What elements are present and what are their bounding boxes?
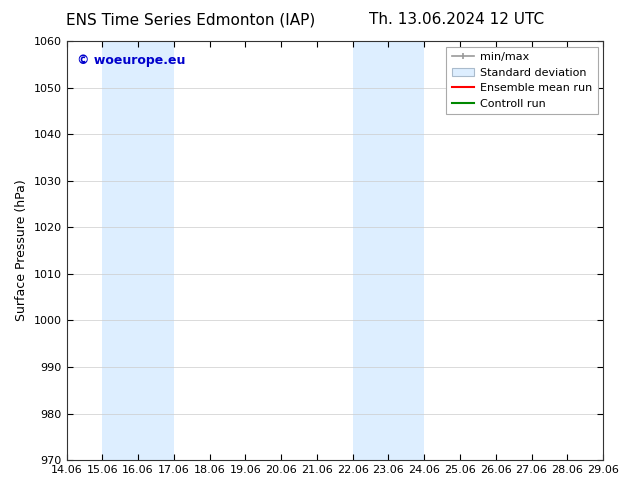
Bar bbox=[603, 41, 634, 460]
Text: © woeurope.eu: © woeurope.eu bbox=[77, 53, 186, 67]
Legend: min/max, Standard deviation, Ensemble mean run, Controll run: min/max, Standard deviation, Ensemble me… bbox=[446, 47, 597, 114]
Bar bbox=[353, 41, 424, 460]
Text: Th. 13.06.2024 12 UTC: Th. 13.06.2024 12 UTC bbox=[369, 12, 544, 27]
Y-axis label: Surface Pressure (hPa): Surface Pressure (hPa) bbox=[15, 180, 28, 321]
Text: ENS Time Series Edmonton (IAP): ENS Time Series Edmonton (IAP) bbox=[65, 12, 315, 27]
Bar bbox=[102, 41, 174, 460]
